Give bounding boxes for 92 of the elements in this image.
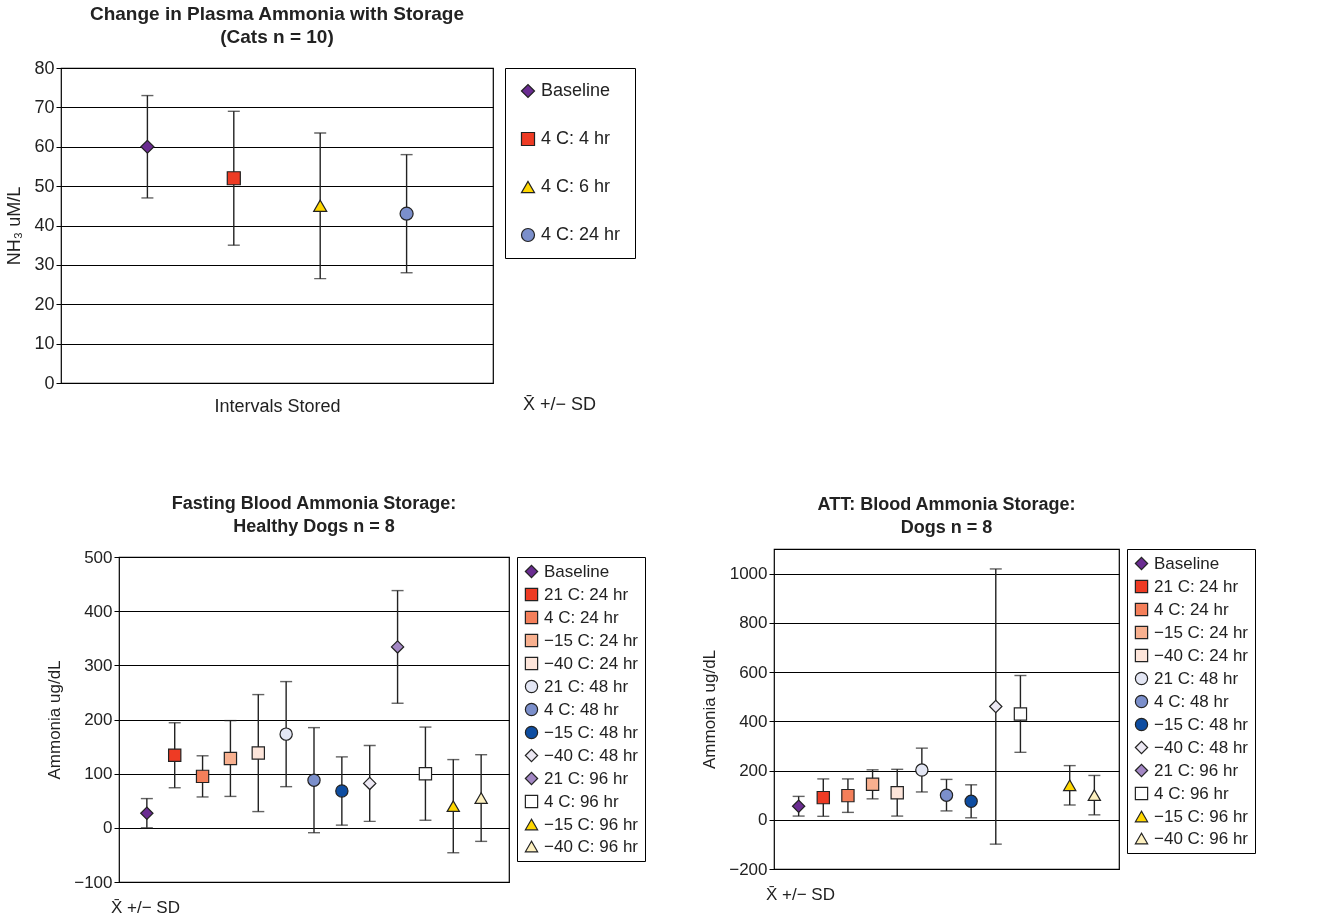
point (307, 773, 321, 787)
legend-label: 21 C: 96 hr (544, 768, 629, 788)
point (418, 766, 433, 781)
chart-title: Fasting Blood Ammonia Storage: Healthy Dogs n = 8 (171, 493, 457, 536)
y-tick-label: 30 (34, 254, 55, 275)
point (313, 199, 328, 213)
y-tick-label: 600 (739, 662, 768, 682)
y-tick-label: −100 (74, 872, 113, 892)
y-tick-label: 0 (44, 372, 55, 393)
point (167, 748, 182, 762)
y-axis-title: Ammonia ug/dL (45, 660, 65, 780)
y-tick-label: 0 (758, 810, 768, 830)
legend-label: Baseline (541, 80, 611, 100)
legend-label: 4 C: 24 hr (541, 224, 621, 244)
y-tick-label: 800 (739, 613, 768, 633)
point (226, 171, 241, 186)
point (964, 794, 978, 809)
y-tick-label: 500 (84, 547, 113, 567)
y-tick-label: 400 (739, 711, 768, 731)
y-tick-label: 300 (84, 655, 113, 675)
legend-label: 4 C: 96 hr (1154, 783, 1229, 803)
point (223, 751, 238, 766)
legend-label: Baseline (544, 561, 610, 581)
point (1087, 789, 1102, 802)
point (1013, 707, 1028, 721)
y-tick-label: −200 (729, 859, 768, 879)
text: X̄ +/− SD (111, 898, 180, 916)
point (816, 790, 831, 805)
legend-label: 21 C: 24 hr (1154, 576, 1239, 596)
legend-label: 4 C: 6 hr (541, 176, 611, 196)
y-tick-label: 50 (34, 175, 55, 196)
legend-label: 21 C: 96 hr (1154, 760, 1239, 780)
point (989, 699, 1003, 714)
legend-label: −15 C: 48 hr (544, 722, 639, 742)
point (140, 139, 155, 154)
text: X̄ +/− SD (523, 394, 597, 414)
y-tick-label: 100 (84, 764, 113, 784)
legend-label: 21 C: 48 hr (544, 676, 629, 696)
y-tick-label: 20 (34, 293, 55, 314)
point (446, 800, 461, 813)
point (890, 785, 904, 800)
legend-label: 4 C: 48 hr (544, 699, 619, 719)
y-tick-label: 10 (34, 333, 55, 354)
y-tick-label: 400 (84, 601, 113, 621)
legend-label: 4 C: 24 hr (1154, 599, 1229, 619)
point (195, 769, 210, 784)
y-tick-label: 1000 (729, 564, 768, 584)
chart-title: Change in Plasma Ammonia with Storage (Cats n = 10) (89, 3, 465, 47)
y-tick-label: 80 (34, 57, 55, 78)
point (474, 792, 488, 804)
y-axis-title: Ammonia ug/dL (700, 649, 720, 770)
legend-label: −40 C: 96 hr (1154, 828, 1249, 848)
legend-label: 21 C: 24 hr (544, 584, 629, 604)
legend-label: −40 C: 24 hr (1154, 645, 1249, 665)
legend-label: −40 C: 48 hr (1154, 737, 1249, 757)
legend-label: −40 C: 96 hr (544, 836, 639, 856)
y-tick-label: 70 (34, 96, 55, 117)
point (791, 799, 806, 813)
y-tick-label: 200 (84, 710, 113, 729)
point (1062, 779, 1077, 792)
legend-label: −15 C: 24 hr (1154, 622, 1249, 642)
legend-label: −15 C: 96 hr (1154, 806, 1249, 826)
y-tick-label: 60 (34, 136, 55, 157)
legend-label: 4 C: 4 hr (541, 128, 611, 148)
chart-title: ATT: Blood Ammonia Storage: Dogs n = 8 (817, 493, 1076, 537)
point (865, 777, 880, 792)
legend-label: 4 C: 24 hr (544, 607, 619, 627)
legend-label: −15 C: 96 hr (544, 814, 639, 834)
point (939, 788, 954, 802)
y-axis-title: NH₃ uM/L (4, 186, 25, 266)
legend-label: −15 C: 24 hr (544, 630, 639, 650)
y-tick-label: 0 (103, 818, 113, 838)
y-tick-label: 40 (34, 215, 55, 235)
point (915, 763, 929, 777)
point (335, 784, 349, 798)
x-axis-title: Intervals Stored (214, 395, 341, 416)
point (140, 806, 154, 820)
legend-label: 4 C: 48 hr (1154, 691, 1229, 711)
point (841, 788, 855, 803)
text: X̄ +/− SD (766, 885, 835, 904)
legend-label: −40 C: 48 hr (544, 745, 639, 765)
legend-label: −40 C: 24 hr (544, 653, 639, 673)
point (390, 640, 405, 654)
point (362, 776, 377, 791)
legend-label: Baseline (1154, 553, 1220, 573)
y-tick-label: 200 (739, 761, 768, 781)
point (399, 206, 414, 221)
legend-label: 21 C: 48 hr (1154, 668, 1239, 688)
point (251, 746, 266, 760)
point (279, 727, 293, 741)
legend-label: −15 C: 48 hr (1154, 714, 1249, 734)
legend-label: 4 C: 96 hr (544, 791, 619, 811)
